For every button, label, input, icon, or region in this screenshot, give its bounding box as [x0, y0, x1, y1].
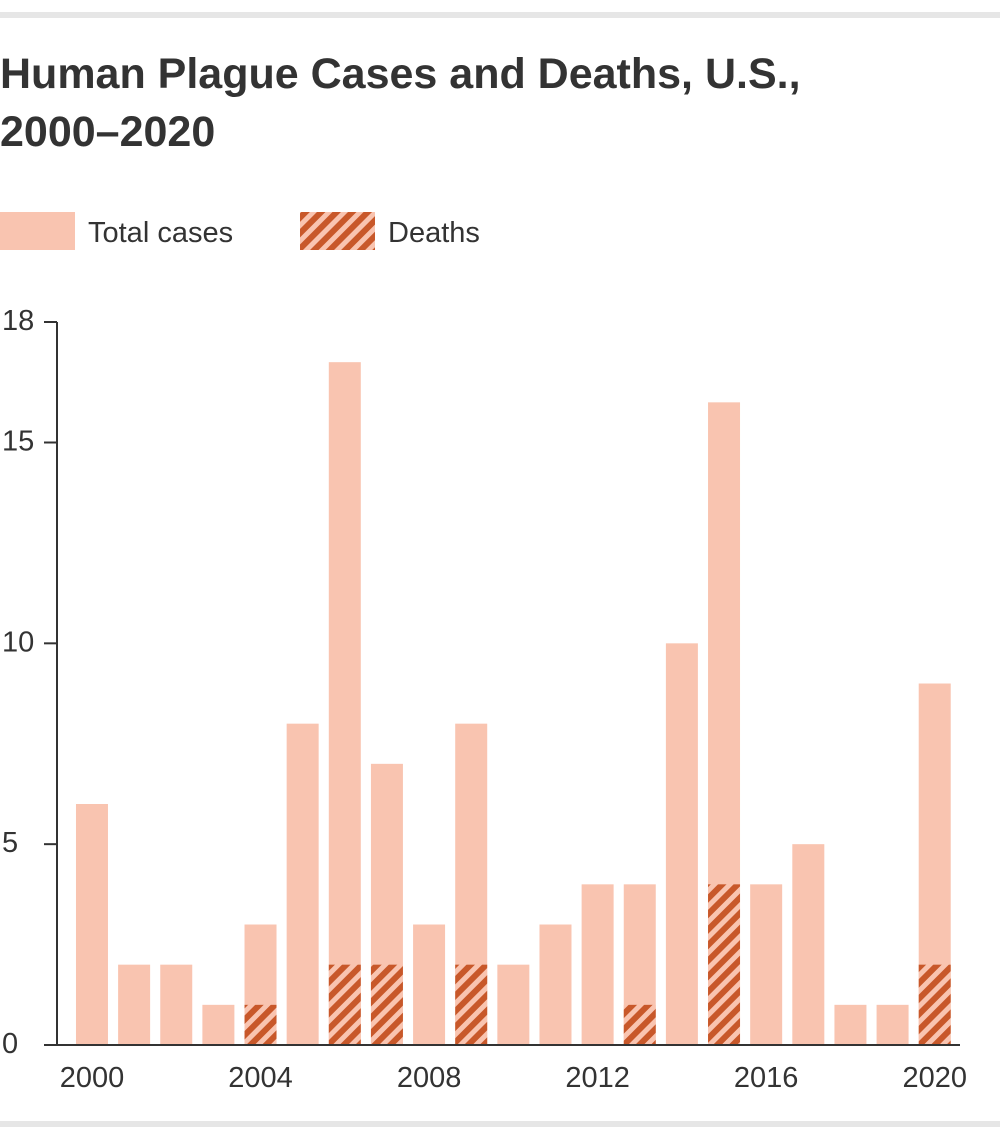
y-tick-label: 5 [2, 827, 18, 859]
bar [160, 964, 193, 1045]
bar [876, 1004, 909, 1045]
bar [792, 844, 825, 1045]
bottom-rule [0, 1121, 1000, 1127]
bar [581, 884, 614, 1045]
y-tick-label: 10 [2, 626, 34, 658]
x-tick-label: 2008 [397, 1062, 462, 1094]
bar [539, 924, 572, 1045]
bar [413, 924, 446, 1045]
death-bar [455, 964, 488, 1045]
death-bar [623, 1004, 656, 1045]
y-tick-label: 15 [2, 426, 34, 458]
bar [328, 362, 361, 1046]
legend-swatch [0, 212, 75, 250]
death-bar [328, 964, 361, 1045]
bar [750, 884, 783, 1045]
x-tick-label: 2020 [902, 1062, 967, 1094]
x-tick-label: 2012 [565, 1062, 630, 1094]
bar [286, 723, 319, 1045]
death-bar [244, 1004, 277, 1045]
bar [665, 643, 698, 1045]
chart-title: Human Plague Cases and Deaths, U.S., [0, 50, 801, 98]
death-bar [918, 964, 951, 1045]
bar [118, 964, 151, 1045]
bar [202, 1004, 235, 1045]
x-tick-label: 2016 [734, 1062, 799, 1094]
x-tick-label: 2004 [228, 1062, 293, 1094]
legend-swatch [300, 212, 375, 250]
legend-label: Total cases [88, 217, 233, 249]
y-tick-label: 0 [2, 1028, 18, 1060]
bar [497, 964, 530, 1045]
bar [834, 1004, 867, 1045]
bar [75, 804, 108, 1045]
death-bar [370, 964, 403, 1045]
legend-label: Deaths [388, 217, 480, 249]
y-tick-label: 18 [2, 305, 34, 337]
chart-title: 2000–2020 [0, 108, 215, 156]
death-bar [708, 884, 741, 1045]
x-tick-label: 2000 [60, 1062, 125, 1094]
top-rule [0, 12, 1000, 18]
